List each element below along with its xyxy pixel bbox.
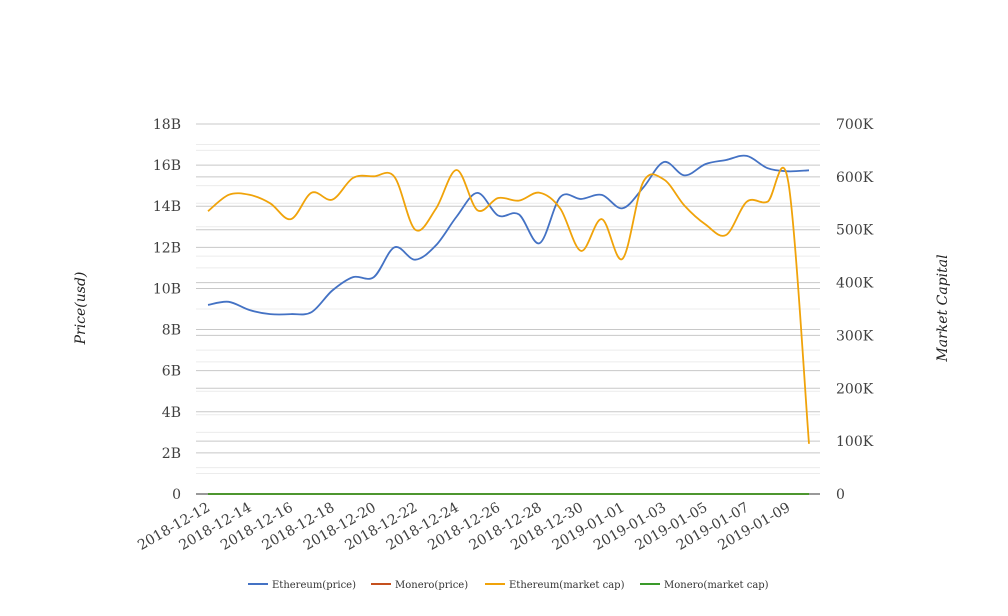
series-line-ethereum-market-cap (207, 166, 810, 444)
left-axis-tick-label: 12B (153, 240, 181, 256)
right-axis-tick-label: 200K (836, 381, 874, 397)
right-axis-tick-label: 500K (836, 223, 874, 239)
left-axis-ticks: 0 2B 4B 6B 8B 10B 12B 14B 16B 18B (153, 117, 181, 503)
minor-gridlines (196, 144, 820, 474)
left-axis-tick-label: 2B (162, 446, 181, 462)
x-axis-ticks: 2018-12-122018-12-142018-12-162018-12-18… (135, 500, 793, 554)
left-axis-tick-label: 16B (153, 158, 181, 174)
right-axis-tick-label: 100K (836, 434, 874, 450)
left-axis-tick-label: 18B (153, 117, 181, 133)
right-axis-title: Market Capital (935, 254, 951, 362)
right-axis-tick-label: 700K (836, 117, 874, 133)
series-line-ethereum-price (207, 154, 810, 316)
series-lines (207, 154, 810, 495)
right-axis-tick-label: 600K (836, 170, 874, 186)
left-axis-tick-label: 8B (162, 323, 181, 339)
left-axis-tick-label: 10B (153, 281, 181, 297)
legend-label: Ethereum(price) (272, 580, 356, 591)
left-axis-tick-label: 14B (153, 199, 181, 215)
right-axis-tick-label: 400K (836, 276, 874, 292)
left-axis-tick-label: 0 (172, 487, 181, 503)
left-axis-tick-label: 4B (162, 405, 181, 421)
legend-label: Monero(market cap) (664, 580, 769, 591)
right-axis-ticks: 0 100K 200K 300K 400K 500K 600K 700K (836, 117, 874, 503)
right-axis-tick-label: 0 (836, 487, 845, 503)
major-gridlines (196, 123, 820, 454)
left-axis-tick-label: 6B (162, 364, 181, 380)
legend-label: Monero(price) (395, 580, 468, 591)
legend: Ethereum(price) Monero(price) Ethereum(mar… (248, 580, 769, 591)
legend-label: Ethereum(market cap) (509, 580, 625, 591)
left-axis-title: Price(usd) (73, 272, 89, 346)
right-axis-tick-label: 300K (836, 328, 874, 344)
